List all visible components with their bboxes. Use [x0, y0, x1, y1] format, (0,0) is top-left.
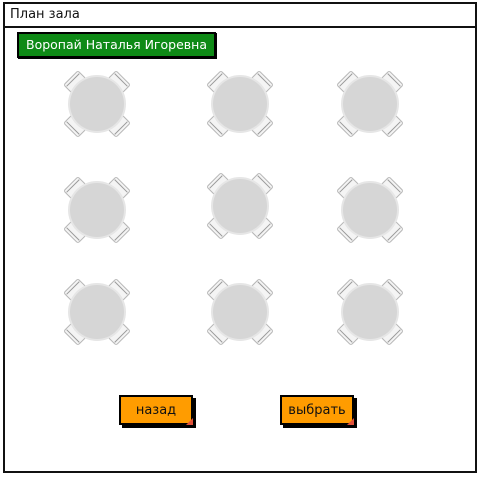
title-bar: План зала — [5, 4, 475, 28]
round-table-icon — [206, 278, 274, 346]
table-6[interactable] — [330, 170, 410, 250]
table-3[interactable] — [330, 64, 410, 144]
select-button[interactable]: выбрать — [280, 395, 354, 425]
table-5[interactable] — [200, 166, 280, 246]
round-table-icon — [336, 176, 404, 244]
round-table-icon — [63, 176, 131, 244]
button-corner-decoration — [347, 418, 354, 425]
table-7[interactable] — [57, 272, 137, 352]
round-table-icon — [336, 70, 404, 138]
table-4[interactable] — [57, 170, 137, 250]
table-1[interactable] — [57, 64, 137, 144]
back-button-label: назад — [135, 402, 177, 418]
window-title: План зала — [10, 7, 80, 22]
table-2[interactable] — [200, 64, 280, 144]
round-table-icon — [63, 70, 131, 138]
user-name-badge: Воропай Наталья Игоревна — [17, 32, 216, 58]
back-button[interactable]: назад — [119, 395, 193, 425]
button-corner-decoration — [186, 418, 193, 425]
round-table-icon — [336, 278, 404, 346]
round-table-icon — [206, 172, 274, 240]
table-8[interactable] — [200, 272, 280, 352]
table-9[interactable] — [330, 272, 410, 352]
round-table-icon — [63, 278, 131, 346]
round-table-icon — [206, 70, 274, 138]
select-button-label: выбрать — [288, 402, 346, 418]
